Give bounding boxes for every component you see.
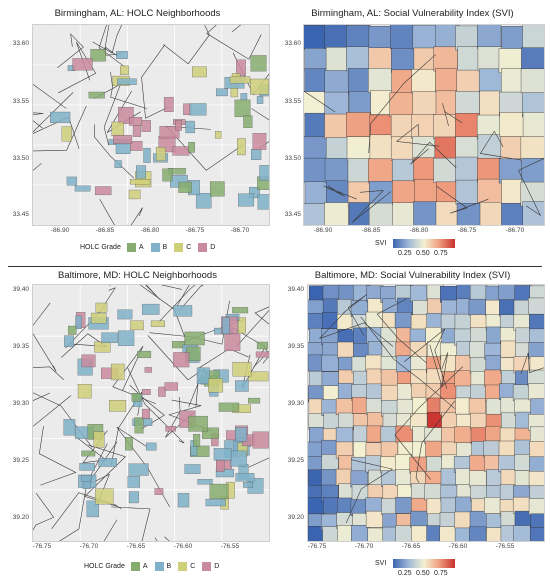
birmingham-holc-map <box>32 24 270 226</box>
baltimore-svi-xtick: -76.65 <box>401 543 421 550</box>
baltimore-holc-xtick: -76.55 <box>220 543 240 550</box>
svi-legend-tick: 0.50 <box>416 570 430 577</box>
baltimore-svi-ytick: 39.40 <box>287 286 304 293</box>
holc-grade-b-swatch <box>154 562 164 571</box>
holc-grade-d-swatch <box>198 243 208 252</box>
birmingham-svi-title: Birmingham, AL: Social Vulnerability Ind… <box>311 8 514 19</box>
birmingham-holc-ytick: 33.50 <box>12 155 29 162</box>
baltimore-holc-xtick: -76.75 <box>32 543 52 550</box>
holc-grade-d-label: D <box>214 563 220 570</box>
baltimore-holc-map <box>32 284 270 542</box>
baltimore-svi-xtick: -76.55 <box>495 543 515 550</box>
holc-grade-a-swatch <box>130 562 140 571</box>
birmingham-svi-xtick: -86.80 <box>409 227 429 234</box>
baltimore-holc-ytick: 39.20 <box>12 514 29 521</box>
birmingham-holc-xtick: -86.90 <box>50 227 70 234</box>
baltimore-svi-xtick: -76.70 <box>354 543 374 550</box>
birmingham-holc-title: Birmingham, AL: HOLC Neighborhoods <box>54 8 221 19</box>
baltimore-holc-xtick: -76.70 <box>79 543 99 550</box>
row-divider <box>8 266 542 267</box>
holc-grade-c-label: C <box>190 563 196 570</box>
baltimore-holc-map-graphic <box>33 285 269 541</box>
baltimore-holc-title: Baltimore, MD: HOLC Neighborhoods <box>58 270 217 281</box>
birmingham-svi-ytick: 33.60 <box>284 40 301 47</box>
birmingham-holc-ytick: 33.45 <box>12 211 29 218</box>
svi-legend-tick: 0.75 <box>434 570 448 577</box>
svi-legend-title: SVI <box>375 560 387 567</box>
holc-legend-title: HOLC Grade <box>84 563 125 570</box>
baltimore-holc-ytick: 39.25 <box>12 457 29 464</box>
baltimore-holc-xtick: -76.65 <box>126 543 146 550</box>
birmingham-svi-ytick: 33.55 <box>284 98 301 105</box>
baltimore-svi-ytick: 39.30 <box>287 400 304 407</box>
birmingham-svi-panel: Birmingham, AL: Social Vulnerability Ind… <box>275 0 550 262</box>
holc-grade-b-label: B <box>166 563 172 570</box>
birmingham-holc-xtick: -86.85 <box>95 227 115 234</box>
baltimore-holc-legend: HOLC Grade A B C D <box>84 562 226 571</box>
holc-grade-c-swatch <box>174 243 184 252</box>
birmingham-svi-ytick: 33.45 <box>284 211 301 218</box>
baltimore-svi-xtick: -76.60 <box>448 543 468 550</box>
baltimore-holc-panel: Baltimore, MD: HOLC Neighborhoods 39.40 … <box>0 268 275 583</box>
svi-legend-tick: 0.25 <box>398 250 412 257</box>
birmingham-svi-map-graphic <box>304 25 544 225</box>
birmingham-svi-xtick: -86.75 <box>457 227 477 234</box>
svi-legend-tick: 0.75 <box>434 250 448 257</box>
birmingham-holc-panel: Birmingham, AL: HOLC Neighborhoods 33.60… <box>0 0 275 262</box>
holc-grade-a-swatch <box>126 243 136 252</box>
birmingham-svi-xtick: -86.90 <box>313 227 333 234</box>
holc-grade-c-swatch <box>178 562 188 571</box>
birmingham-svi-xtick: -86.70 <box>505 227 525 234</box>
birmingham-holc-xtick: -86.75 <box>185 227 205 234</box>
baltimore-holc-ytick: 39.35 <box>12 343 29 350</box>
baltimore-holc-ytick: 39.30 <box>12 400 29 407</box>
baltimore-svi-ytick: 39.25 <box>287 457 304 464</box>
birmingham-svi-xtick: -86.85 <box>361 227 381 234</box>
holc-grade-a-label: A <box>138 244 144 251</box>
baltimore-svi-legend: SVI 0.25 0.50 0.75 <box>375 558 465 582</box>
holc-grade-d-label: D <box>210 244 216 251</box>
birmingham-holc-xtick: -86.80 <box>140 227 160 234</box>
birmingham-holc-xtick: -86.70 <box>230 227 250 234</box>
birmingham-svi-ytick: 33.50 <box>284 155 301 162</box>
birmingham-holc-ytick: 33.55 <box>12 98 29 105</box>
baltimore-svi-panel: Baltimore, MD: Social Vulnerability Inde… <box>275 268 550 583</box>
holc-grade-c-label: C <box>186 244 192 251</box>
baltimore-holc-xtick: -76.60 <box>173 543 193 550</box>
baltimore-svi-ytick: 39.35 <box>287 343 304 350</box>
svi-legend-title: SVI <box>375 240 387 247</box>
svi-legend-tick: 0.25 <box>398 570 412 577</box>
baltimore-svi-map <box>307 284 545 542</box>
svi-colorbar <box>393 559 455 568</box>
birmingham-holc-legend: HOLC Grade A B C D <box>80 243 222 252</box>
svi-colorbar <box>393 239 455 248</box>
holc-grade-b-label: B <box>162 244 168 251</box>
holc-legend-title: HOLC Grade <box>80 244 121 251</box>
birmingham-holc-map-graphic <box>33 25 269 225</box>
baltimore-svi-map-graphic <box>308 285 544 541</box>
birmingham-holc-ytick: 33.60 <box>12 40 29 47</box>
baltimore-svi-ytick: 39.20 <box>287 514 304 521</box>
baltimore-holc-ytick: 39.40 <box>12 286 29 293</box>
holc-grade-b-swatch <box>150 243 160 252</box>
holc-grade-a-label: A <box>142 563 148 570</box>
baltimore-svi-title: Baltimore, MD: Social Vulnerability Inde… <box>314 270 511 281</box>
baltimore-svi-xtick: -76.75 <box>307 543 327 550</box>
holc-grade-d-swatch <box>202 562 212 571</box>
svi-legend-tick: 0.50 <box>416 250 430 257</box>
birmingham-svi-map <box>303 24 545 226</box>
birmingham-svi-legend: SVI 0.25 0.50 0.75 <box>375 238 465 262</box>
